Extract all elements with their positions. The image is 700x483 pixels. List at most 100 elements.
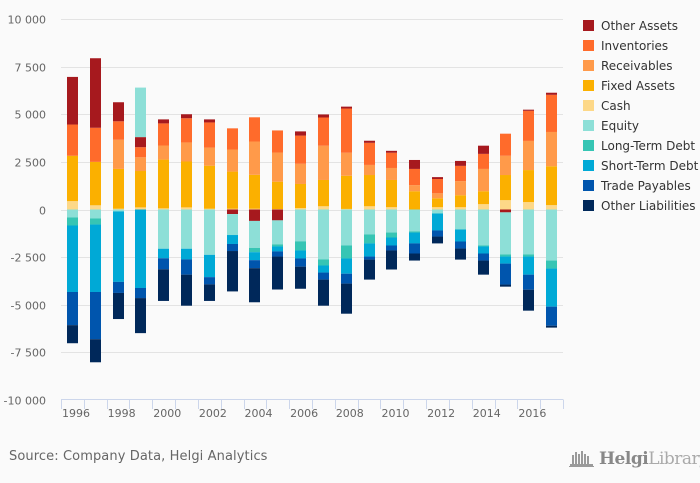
bar-receivables-2010 — [386, 167, 397, 180]
bar-trade-payables-2007 — [318, 272, 329, 280]
legend-label: Receivables — [601, 59, 673, 73]
bar-fixed-assets-2010 — [386, 179, 397, 208]
bar-long-term-debt-1997 — [90, 218, 101, 225]
bar-inventories-1996 — [67, 124, 78, 156]
bar-trade-payables-1999 — [135, 287, 146, 299]
bar-cash-2017 — [546, 205, 557, 210]
legend-item-other-assets[interactable]: Other Assets — [583, 19, 678, 33]
legend-label: Short-Term Debt — [601, 159, 699, 173]
bar-other-liabilities-2012 — [432, 236, 443, 244]
bar-other-assets-2007 — [318, 114, 329, 118]
legend-item-inventories[interactable]: Inventories — [583, 39, 668, 53]
bar-other-assets-2005 — [272, 209, 283, 221]
bar-cash-2014 — [478, 204, 489, 210]
bar-cash-2010 — [386, 207, 397, 210]
bar-receivables-1999 — [135, 157, 146, 172]
bar-other-assets-1998 — [113, 102, 124, 122]
legend-label: Cash — [601, 99, 631, 113]
x-tick-label: 1996 — [62, 407, 90, 420]
helgi-library-logo[interactable]: HelgiLibrary. — [569, 447, 700, 471]
bar-other-liabilities-2009 — [364, 259, 375, 280]
bar-cash-2002 — [204, 208, 215, 210]
x-tick-label: 1998 — [108, 407, 136, 420]
legend-swatch — [583, 200, 594, 211]
bar-short-term-debt-2002 — [204, 254, 215, 278]
bar-inventories-2003 — [227, 128, 238, 150]
bar-cash-1996 — [67, 201, 78, 210]
bar-short-term-debt-2011 — [409, 232, 420, 244]
bar-trade-payables-2006 — [295, 258, 306, 267]
bar-other-liabilities-2017 — [546, 325, 557, 328]
bar-cash-2003 — [227, 208, 238, 210]
bar-cash-2000 — [158, 208, 169, 210]
bar-long-term-debt-2007 — [318, 259, 329, 266]
bar-short-term-debt-2015 — [500, 256, 511, 264]
bar-other-assets-2011 — [409, 159, 420, 169]
bar-short-term-debt-2008 — [341, 258, 352, 274]
bar-equity-2000 — [158, 209, 169, 249]
bar-other-liabilities-2014 — [478, 260, 489, 275]
legend-item-fixed-assets[interactable]: Fixed Assets — [583, 79, 675, 93]
legend-label: Inventories — [601, 39, 668, 53]
bar-other-assets-2000 — [158, 119, 169, 124]
bar-receivables-2009 — [364, 164, 375, 176]
bar-long-term-debt-2015 — [500, 254, 511, 257]
x-tick-label: 2016 — [518, 407, 546, 420]
bar-short-term-debt-1997 — [90, 224, 101, 292]
legend-item-long-term-debt[interactable]: Long-Term Debt — [583, 139, 695, 153]
legend-swatch — [583, 20, 594, 31]
x-tick-label: 2012 — [427, 407, 455, 420]
bar-inventories-1999 — [135, 147, 146, 158]
bar-short-term-debt-2013 — [455, 229, 466, 242]
bar-trade-payables-2008 — [341, 273, 352, 284]
bar-equity-1996 — [67, 209, 78, 218]
bar-cash-2012 — [432, 207, 443, 210]
bar-other-liabilities-2002 — [204, 284, 215, 301]
legend-item-other-liabilities[interactable]: Other Liabilities — [583, 199, 696, 213]
bar-inventories-2014 — [478, 153, 489, 169]
bar-fixed-assets-2008 — [341, 175, 352, 209]
legend-swatch — [583, 60, 594, 71]
bar-short-term-debt-2012 — [432, 213, 443, 231]
legend-item-equity[interactable]: Equity — [583, 119, 639, 133]
x-axis: 1996 1998 2000 2002 2004 2006 2008 2010 2012 2014… — [61, 399, 564, 420]
legend-item-short-term-debt[interactable]: Short-Term Debt — [583, 159, 699, 173]
legend-item-cash[interactable]: Cash — [583, 99, 631, 113]
bar-fixed-assets-2005 — [272, 181, 283, 210]
bar-trade-payables-2005 — [272, 251, 283, 257]
library-building-icon — [569, 451, 594, 467]
bar-receivables-2005 — [272, 152, 283, 182]
y-axis-labels: 10 000 7 500 5 000 2 500 0 -2 500 -5 000 -7 500… — [4, 14, 46, 408]
bar-other-assets-2017 — [546, 92, 557, 95]
bar-trade-payables-2016 — [523, 274, 534, 290]
bar-short-term-debt-2014 — [478, 246, 489, 254]
bar-inventories-2013 — [455, 165, 466, 182]
bar-trade-payables-1997 — [90, 291, 101, 340]
bar-trade-payables-2015 — [500, 263, 511, 285]
bar-fixed-assets-1997 — [90, 161, 101, 206]
bar-fixed-assets-2012 — [432, 198, 443, 208]
bar-trade-payables-1996 — [67, 291, 78, 326]
bar-other-assets-2004 — [249, 209, 260, 221]
bar-fixed-assets-2014 — [478, 191, 489, 205]
legend-item-trade-payables[interactable]: Trade Payables — [583, 179, 691, 193]
legend-label: Trade Payables — [600, 179, 691, 193]
legend-swatch — [583, 80, 594, 91]
bar-other-liabilities-1998 — [113, 292, 124, 320]
bar-receivables-2001 — [181, 142, 192, 162]
bar-cash-2007 — [318, 206, 329, 210]
bar-other-liabilities-2013 — [455, 248, 466, 260]
bar-other-assets-2008 — [341, 106, 352, 109]
bar-inventories-2011 — [409, 168, 420, 186]
bar-equity-2015 — [500, 212, 511, 255]
bar-other-assets-2006 — [295, 131, 306, 136]
logo-text-light: Library. — [648, 449, 700, 469]
bar-inventories-2004 — [249, 117, 260, 142]
bars — [67, 58, 557, 363]
bar-equity-2016 — [523, 209, 534, 255]
bar-fixed-assets-2002 — [204, 165, 215, 209]
bar-cash-1997 — [90, 205, 101, 210]
legend-item-receivables[interactable]: Receivables — [583, 59, 673, 73]
bar-other-liabilities-2015 — [500, 284, 511, 287]
bar-other-assets-2003 — [227, 209, 238, 215]
